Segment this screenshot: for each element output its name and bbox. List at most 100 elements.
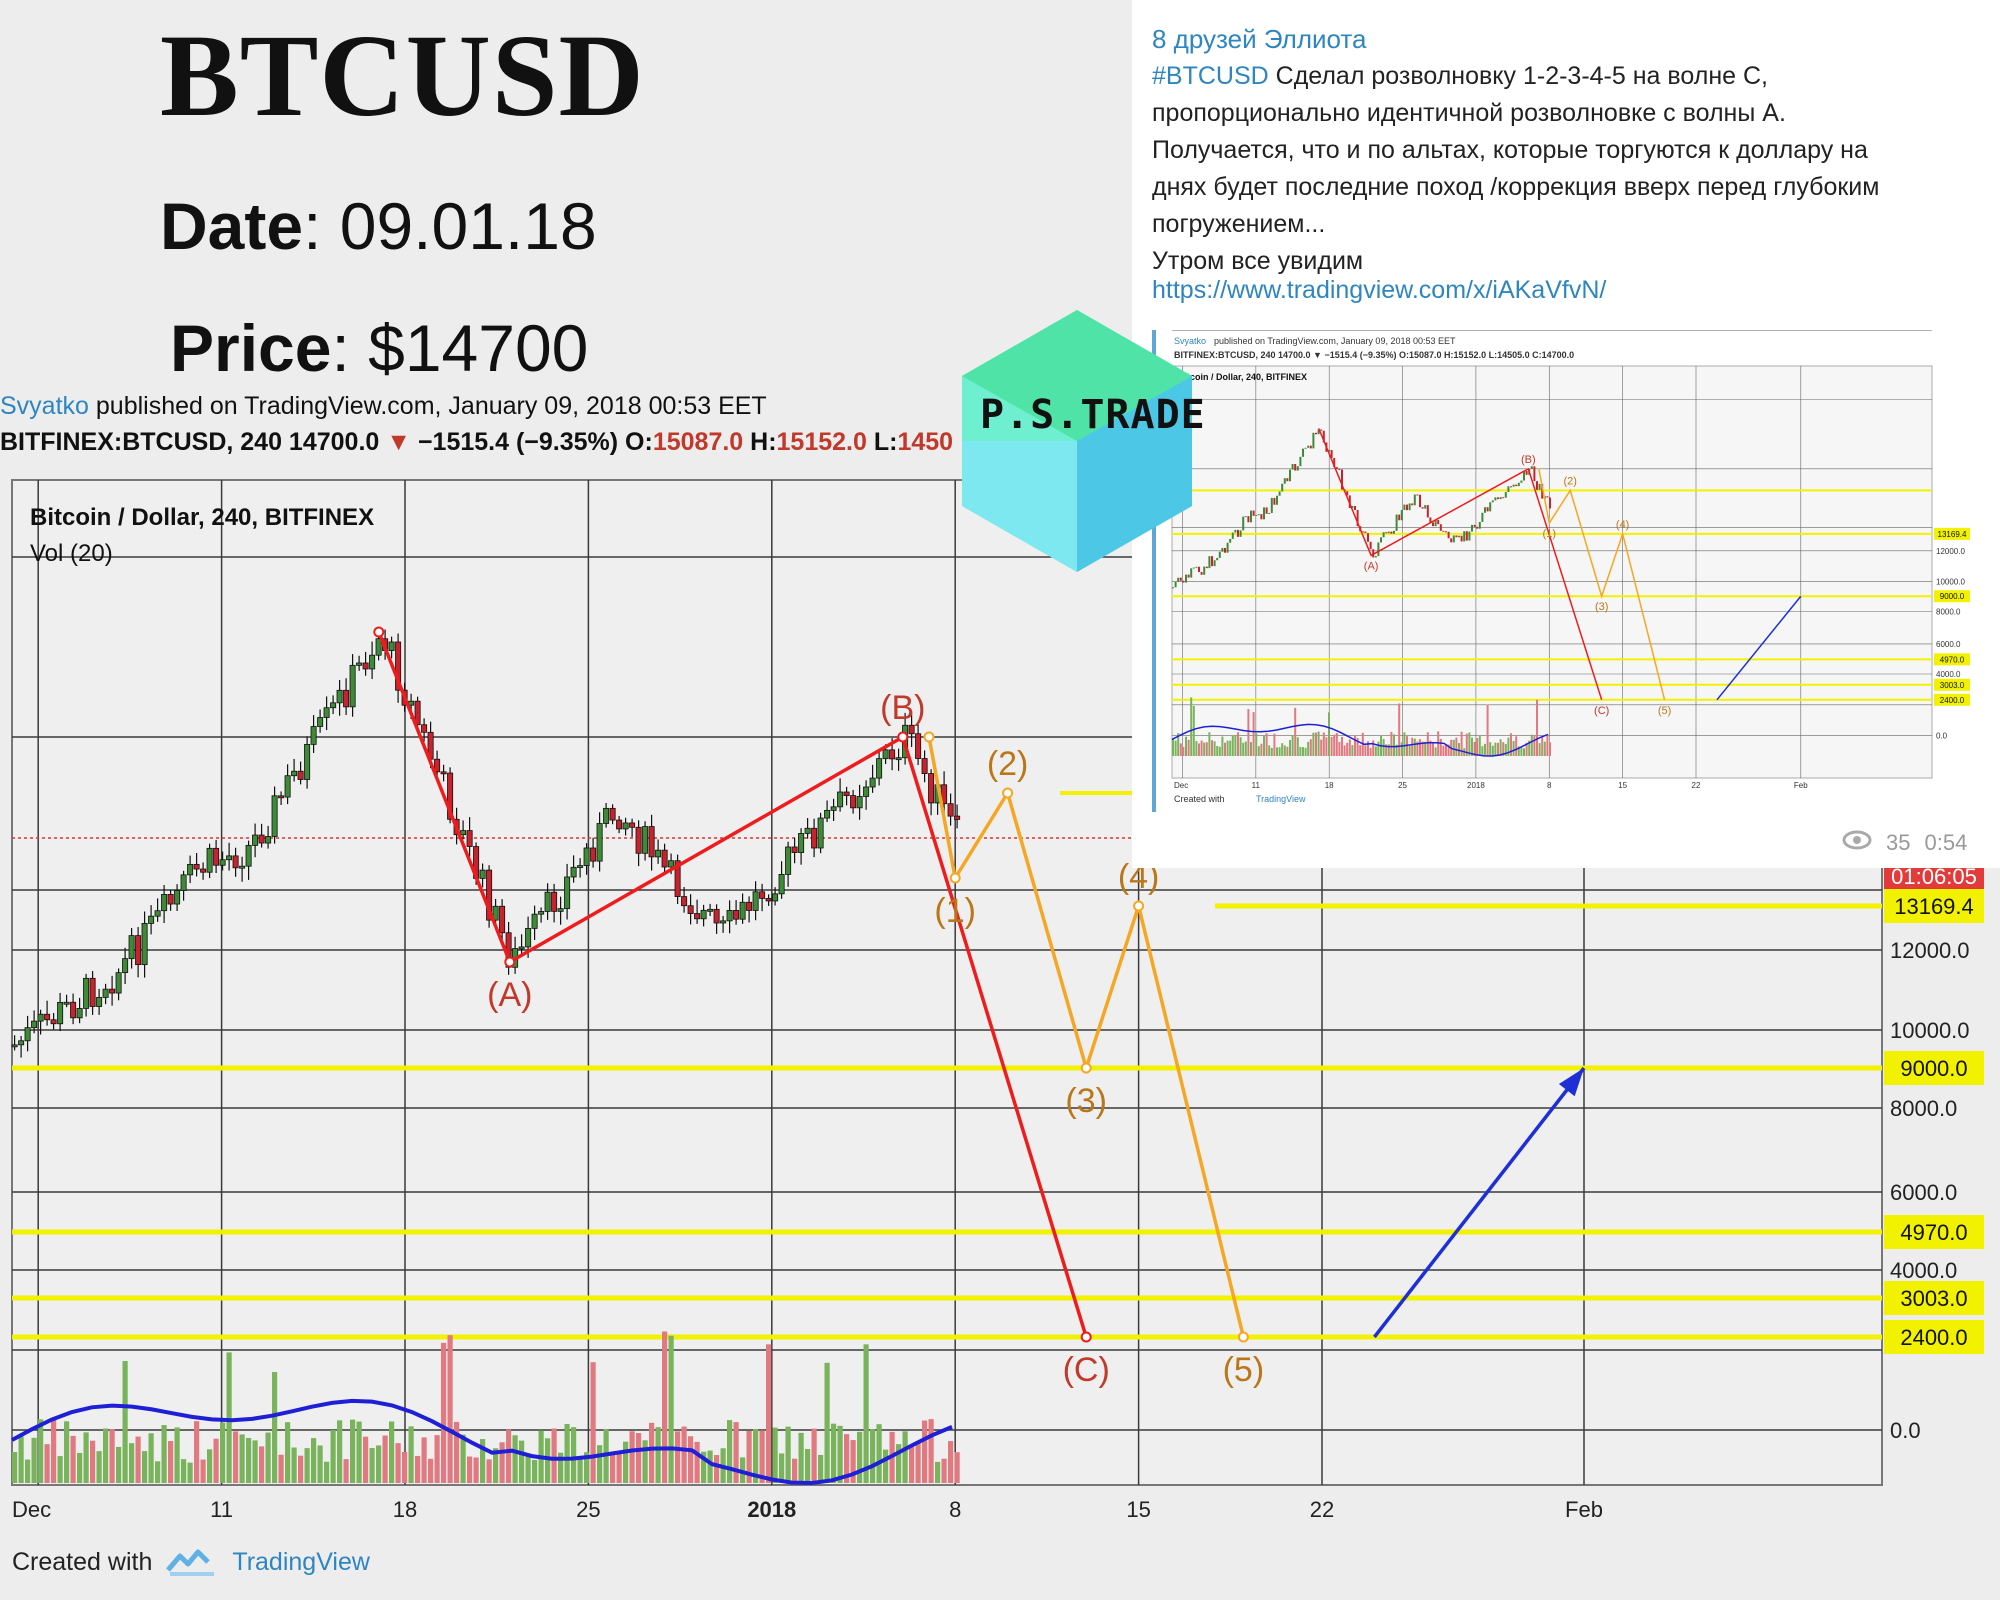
time-tick-label: Dec (12, 1497, 51, 1522)
volume-bar (623, 1441, 629, 1483)
volume-bar (785, 1426, 791, 1483)
candle-body (518, 946, 525, 950)
volume-bar (551, 1428, 557, 1483)
thumb-candle (1424, 505, 1427, 509)
candle-body (609, 807, 616, 821)
volume-bar (285, 1422, 291, 1483)
candle-body (135, 935, 142, 966)
thumb-volume-bar (1507, 737, 1510, 757)
thumb-volume-bar (1395, 744, 1398, 757)
thumb-volume-bar (1335, 733, 1338, 757)
candle-body (694, 913, 701, 920)
thumb-candle (1263, 507, 1265, 520)
candle-body (323, 707, 330, 718)
thumb-volume-bar (1426, 732, 1429, 757)
thumb-candle (1530, 466, 1533, 469)
price-tick-label: 4000.0 (1890, 1258, 1957, 1283)
volume-bar (610, 1454, 616, 1483)
thumb-volume-bar (1270, 747, 1273, 757)
channel-name[interactable]: 8 друзей Эллиота (1152, 24, 1367, 54)
candle-body (96, 997, 103, 1007)
thumb-volume-bar (1273, 733, 1276, 757)
thumb-wave-label: (C) (1594, 705, 1609, 717)
volume-bar (135, 1436, 141, 1483)
thumb-candle (1380, 537, 1382, 543)
candle-body (941, 784, 948, 805)
volume-bar (356, 1421, 362, 1483)
thumb-volume-bar (1187, 739, 1190, 757)
thumb-candle (1546, 496, 1549, 498)
volume-bar (857, 1431, 863, 1483)
candle-body (479, 869, 486, 879)
candle-body (24, 1027, 31, 1042)
candle-body (642, 826, 649, 854)
candle-body (362, 662, 369, 670)
volume-bar (681, 1426, 687, 1483)
thumb-candle (1377, 542, 1380, 557)
thumb-candle (1523, 471, 1525, 481)
thumb-volume-bar (1330, 737, 1333, 757)
volume-bar (883, 1449, 889, 1483)
thumb-volume-bar (1291, 735, 1294, 757)
thumb-wave-label: (3) (1595, 601, 1608, 613)
thumb-volume-bar (1530, 734, 1533, 757)
candle-body (564, 876, 571, 910)
thumb-candle (1231, 532, 1234, 539)
candle-body (570, 866, 577, 878)
candle-body (720, 920, 727, 924)
thumb-author: Svyatko (1174, 336, 1206, 346)
candle-body (635, 826, 642, 854)
thumb-volume-bar (1286, 746, 1289, 757)
wave-labels: (A)(B)(C)(1)(2)(3)(4)(5) (487, 689, 1264, 1389)
volume-bar (532, 1459, 538, 1483)
candle-body (622, 822, 629, 830)
thumb-volume-bar (1278, 747, 1281, 757)
volume-bar (402, 1452, 408, 1483)
thumb-candle (1172, 587, 1174, 589)
author-link[interactable]: Svyatko (0, 392, 89, 420)
volume-bar (70, 1435, 76, 1483)
hashtag-link[interactable]: #BTCUSD (1152, 62, 1269, 90)
wave-label: (2) (987, 745, 1029, 783)
thumb-candle (1361, 531, 1364, 533)
volume-bar (161, 1425, 167, 1483)
tv-footer: Created with TradingView (12, 1546, 370, 1578)
message-link[interactable]: https://www.tradingview.com/x/iAKaVfvN/ (1152, 276, 1607, 304)
candle-body (265, 836, 272, 844)
thumb-candle (1369, 541, 1372, 550)
volume-bar (434, 1435, 440, 1483)
thumb-candle (1390, 531, 1393, 534)
thumb-candle (1179, 577, 1182, 581)
candle-body (538, 911, 545, 915)
candle-body (252, 834, 259, 846)
candle-body (180, 874, 187, 891)
thumb-volume-bar (1257, 746, 1260, 757)
thumb-candle (1177, 577, 1180, 582)
thumb-candle (1426, 505, 1429, 518)
volume-bar (376, 1445, 382, 1483)
thumb-volume-bar (1504, 743, 1507, 757)
thumb-volume-bar (1322, 732, 1325, 757)
chart-thumbnail[interactable]: Svyatko published on TradingView.com, Ja… (1152, 261, 1976, 812)
candle-body (200, 868, 207, 873)
volume-bar (350, 1419, 356, 1483)
volume-bar (122, 1360, 128, 1483)
candle-body (551, 891, 558, 912)
volume-bar (525, 1453, 531, 1483)
thumb-volume-bar (1512, 741, 1515, 757)
thumb-volume-bar (1515, 736, 1518, 757)
volume-bar (252, 1440, 258, 1483)
thumb-volume-bar (1432, 742, 1434, 757)
thumb-candle (1255, 514, 1258, 516)
volume-bar (480, 1439, 486, 1483)
thumb-wave-label: (A) (1364, 560, 1379, 572)
thumb-price-tag-label: 13169.4 (1938, 530, 1967, 539)
tradingview-brand[interactable]: TradingView (232, 1547, 370, 1576)
thumb-candle (1525, 471, 1528, 475)
volume-bar (655, 1427, 661, 1483)
chart-pane-title: Bitcoin / Dollar, 240, BITFINEX (30, 504, 374, 531)
message-stats: 35 0:54 (1842, 830, 1967, 856)
wave-pivot (1002, 787, 1014, 799)
thumb-candle (1372, 549, 1375, 558)
thumb-volume-bar (1455, 737, 1458, 757)
